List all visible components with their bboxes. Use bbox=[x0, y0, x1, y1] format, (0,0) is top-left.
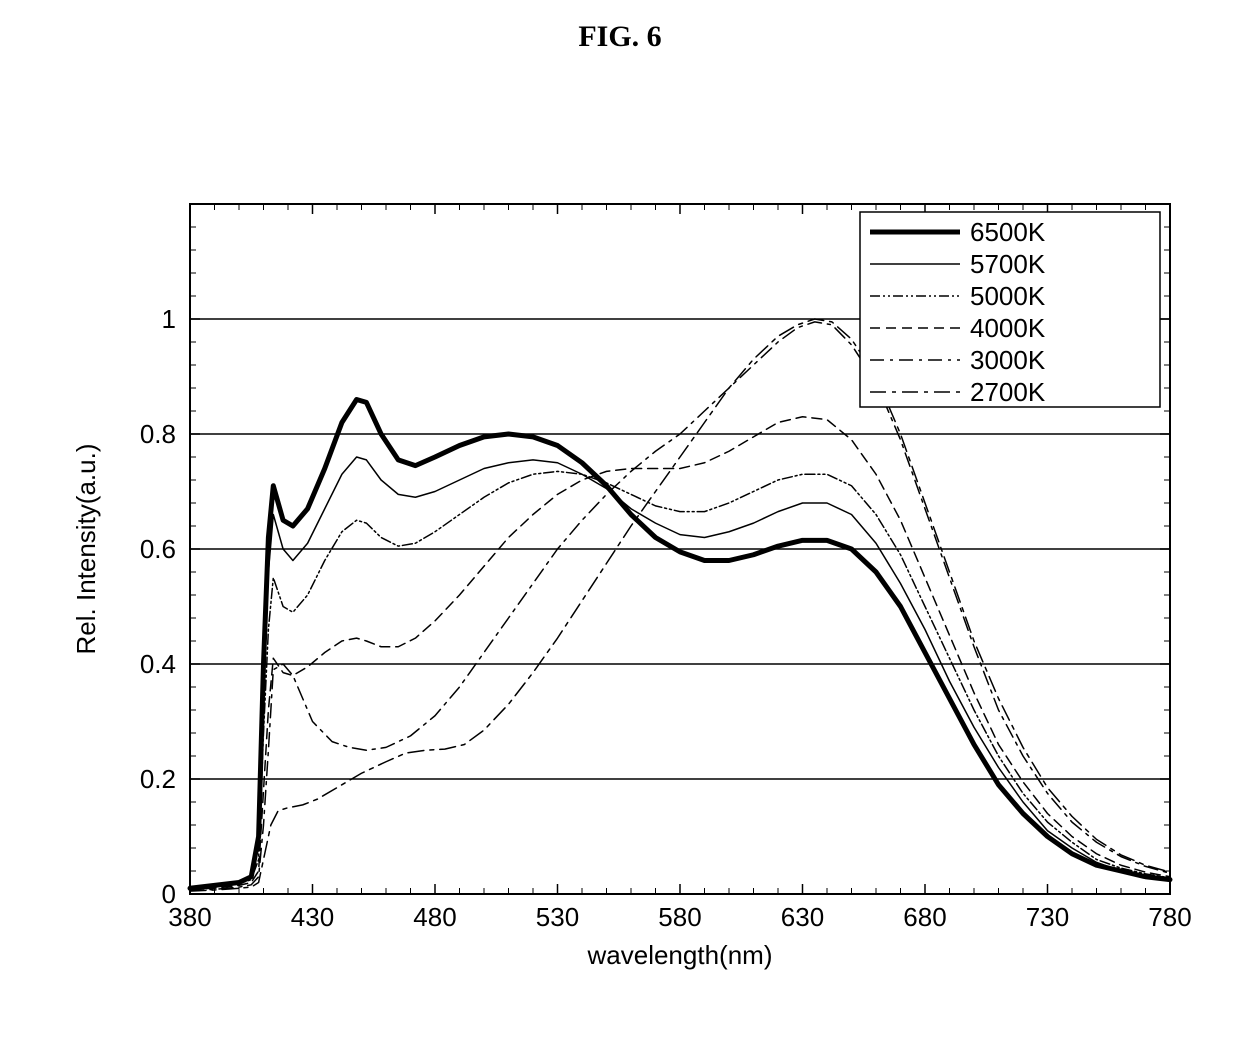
x-tick-label: 480 bbox=[413, 902, 456, 932]
x-tick-label: 680 bbox=[903, 902, 946, 932]
x-tick-label: 780 bbox=[1148, 902, 1191, 932]
y-tick-label: 0 bbox=[162, 879, 176, 909]
legend-label: 5700K bbox=[970, 249, 1046, 279]
figure-title: FIG. 6 bbox=[20, 20, 1220, 54]
spectrum-chart: 38043048053058063068073078000.20.40.60.8… bbox=[20, 94, 1220, 1014]
series-4000K bbox=[190, 417, 1170, 890]
y-axis-label: Rel. Intensity(a.u.) bbox=[71, 444, 101, 655]
legend-label: 5000K bbox=[970, 281, 1046, 311]
x-tick-label: 530 bbox=[536, 902, 579, 932]
y-tick-label: 0.8 bbox=[140, 419, 176, 449]
x-tick-label: 580 bbox=[658, 902, 701, 932]
chart-container: 38043048053058063068073078000.20.40.60.8… bbox=[20, 94, 1220, 1014]
legend-label: 3000K bbox=[970, 345, 1046, 375]
x-tick-label: 430 bbox=[291, 902, 334, 932]
y-tick-label: 0.6 bbox=[140, 534, 176, 564]
x-axis-label: wavelength(nm) bbox=[587, 940, 773, 970]
y-tick-label: 1 bbox=[162, 304, 176, 334]
legend-label: 4000K bbox=[970, 313, 1046, 343]
x-tick-label: 630 bbox=[781, 902, 824, 932]
y-tick-label: 0.2 bbox=[140, 764, 176, 794]
legend-label: 6500K bbox=[970, 217, 1046, 247]
y-tick-label: 0.4 bbox=[140, 649, 176, 679]
x-tick-label: 730 bbox=[1026, 902, 1069, 932]
series-5700K bbox=[190, 457, 1170, 888]
legend-label: 2700K bbox=[970, 377, 1046, 407]
